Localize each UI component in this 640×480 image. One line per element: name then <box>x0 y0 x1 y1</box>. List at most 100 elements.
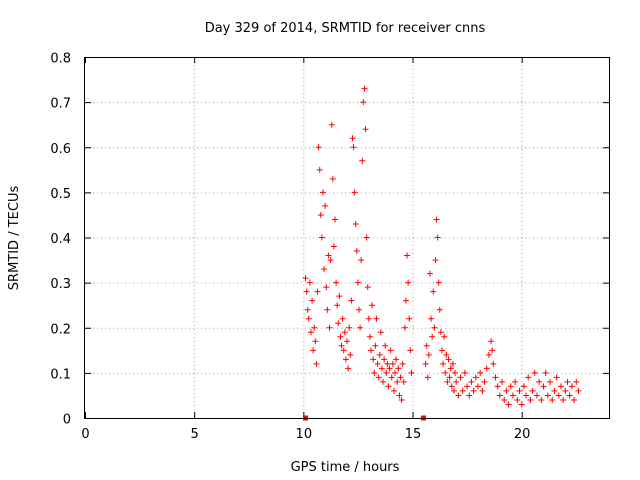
data-point <box>429 333 436 340</box>
data-point <box>341 329 348 336</box>
data-point <box>434 234 441 241</box>
x-tick-label: 5 <box>191 427 199 442</box>
y-tick-label: 0 <box>63 413 71 428</box>
data-point <box>547 378 554 385</box>
data-point <box>311 324 318 331</box>
data-point <box>342 356 349 363</box>
data-point <box>394 378 401 385</box>
data-point <box>375 374 382 381</box>
data-point <box>396 392 403 399</box>
data-point <box>453 378 460 385</box>
data-point <box>369 302 376 309</box>
data-point <box>329 175 336 182</box>
data-point <box>447 365 454 372</box>
data-point <box>382 342 389 349</box>
data-point <box>549 396 556 403</box>
data-point <box>388 374 395 381</box>
data-point <box>306 279 313 286</box>
data-point <box>352 220 359 227</box>
data-point <box>475 383 481 390</box>
data-point <box>323 284 330 291</box>
data-point <box>464 383 471 390</box>
data-point <box>322 202 329 209</box>
data-point <box>512 378 519 385</box>
data-point <box>430 288 437 295</box>
grid-lines <box>85 57 609 418</box>
data-point <box>331 216 338 223</box>
data-point <box>470 387 477 394</box>
data-point <box>400 378 407 385</box>
data-point <box>374 360 381 367</box>
data-point <box>425 351 432 358</box>
data-point <box>351 189 358 196</box>
data-points <box>302 85 582 408</box>
data-point <box>479 387 486 394</box>
data-point <box>457 374 464 381</box>
data-point <box>432 257 439 264</box>
x-axis-label: GPS time / hours <box>291 460 400 475</box>
y-tick-label: 0.2 <box>50 322 71 337</box>
data-point <box>435 279 442 286</box>
data-point <box>326 324 333 331</box>
data-point <box>360 99 367 106</box>
data-point <box>340 347 347 354</box>
data-point <box>575 387 582 394</box>
data-point <box>376 351 383 358</box>
data-point <box>448 383 455 390</box>
data-point <box>354 279 361 286</box>
data-point <box>372 342 379 349</box>
data-point <box>557 383 564 390</box>
data-point <box>314 288 321 295</box>
data-point <box>529 387 536 394</box>
data-point <box>501 396 508 403</box>
data-point <box>499 378 506 385</box>
data-point <box>481 378 488 385</box>
data-point <box>373 315 380 322</box>
data-point <box>359 157 366 164</box>
data-point <box>443 351 450 358</box>
data-point <box>377 329 384 336</box>
data-point <box>337 333 344 340</box>
data-point <box>551 387 558 394</box>
data-point <box>428 315 435 322</box>
data-point <box>426 270 433 277</box>
data-point <box>540 383 547 390</box>
data-point <box>325 252 332 259</box>
data-point <box>492 374 499 381</box>
data-point <box>315 144 322 151</box>
data-point <box>468 378 475 385</box>
data-point <box>533 392 540 399</box>
data-point <box>389 360 396 367</box>
data-point <box>525 374 532 381</box>
data-point <box>310 347 317 354</box>
data-point <box>368 347 375 354</box>
data-point <box>371 369 378 376</box>
data-point <box>307 329 314 336</box>
data-point <box>407 347 414 354</box>
x-tick-label: 10 <box>296 427 313 442</box>
data-point <box>518 401 525 408</box>
data-point <box>305 315 312 322</box>
x-tick-label: 20 <box>514 427 531 442</box>
data-point <box>489 347 496 354</box>
data-point <box>393 356 400 363</box>
data-point <box>387 347 394 354</box>
data-point <box>405 279 412 286</box>
data-point <box>336 293 343 300</box>
data-point <box>437 329 444 336</box>
data-point <box>350 144 357 151</box>
y-axis-ticks: 0 0.1 0.2 0.3 0.4 0.5 0.6 0.7 0.8 <box>50 52 609 428</box>
data-point <box>441 333 448 340</box>
data-point <box>312 338 319 345</box>
data-point <box>330 243 337 250</box>
data-point <box>536 378 543 385</box>
data-point <box>542 369 549 376</box>
data-point <box>568 383 575 390</box>
data-point <box>349 135 356 142</box>
data-point <box>378 365 385 372</box>
data-point <box>440 360 447 367</box>
data-point <box>348 297 355 304</box>
data-point <box>313 360 320 367</box>
data-point <box>472 374 479 381</box>
